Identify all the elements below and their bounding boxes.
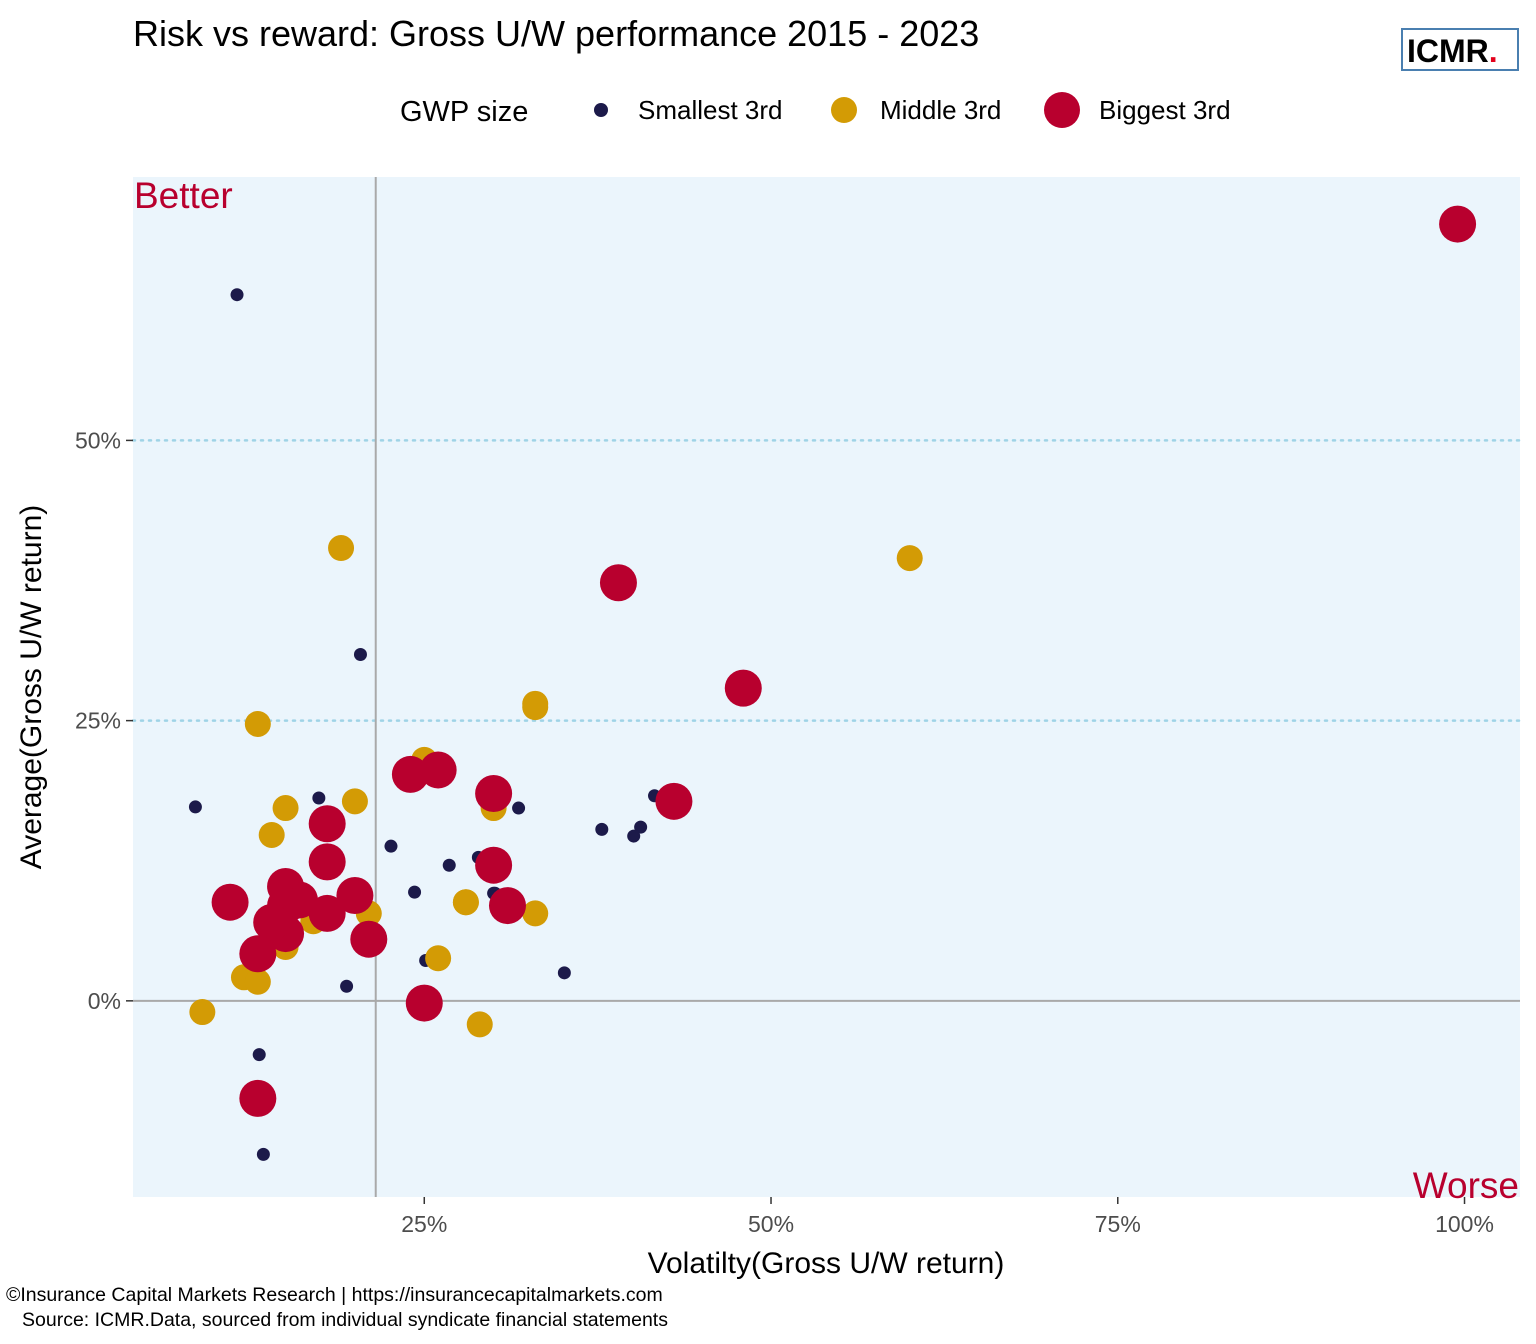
point-biggest-3rd-17 — [239, 935, 277, 973]
chart-title: Risk vs reward: Gross U/W performance 20… — [133, 13, 979, 54]
logo-border — [1401, 28, 1519, 71]
icmr-logo: ICMR. — [1401, 28, 1519, 71]
point-middle-3rd-14 — [244, 968, 271, 995]
point-middle-3rd-20 — [189, 999, 216, 1026]
point-smallest-3rd-20 — [252, 1048, 266, 1062]
point-biggest-3rd-9 — [308, 805, 346, 843]
point-middle-3rd-2 — [244, 710, 271, 737]
legend-swatch-biggest-3rd — [1044, 92, 1080, 128]
point-biggest-3rd-4 — [391, 755, 429, 793]
y-tick-label-2: 50% — [75, 427, 121, 453]
point-middle-3rd-19 — [466, 1011, 493, 1038]
point-biggest-3rd-5 — [419, 751, 457, 789]
point-middle-3rd-11 — [452, 889, 479, 916]
legend-label-biggest-3rd: Biggest 3rd — [1099, 95, 1231, 125]
point-biggest-3rd-2 — [724, 669, 762, 707]
point-biggest-3rd-20 — [350, 920, 388, 958]
x-tick-label-1: 50% — [748, 1211, 794, 1237]
point-biggest-3rd-1 — [599, 564, 637, 602]
point-middle-3rd-6 — [272, 795, 299, 822]
x-tick-label-2: 75% — [1095, 1211, 1141, 1237]
logo-text: ICMR. — [1407, 33, 1498, 69]
point-smallest-3rd-6 — [442, 858, 456, 872]
point-biggest-3rd-12 — [211, 883, 249, 921]
annotation-better: Better — [134, 175, 233, 216]
reference-lines — [133, 177, 1520, 1197]
x-tick-label-3: 100% — [1435, 1211, 1494, 1237]
point-biggest-3rd-6 — [475, 774, 513, 812]
point-biggest-3rd-10 — [308, 843, 346, 881]
data-points — [188, 205, 1477, 1161]
point-smallest-3rd-9 — [512, 801, 526, 815]
point-smallest-3rd-0 — [230, 288, 244, 302]
point-smallest-3rd-2 — [312, 791, 326, 805]
point-biggest-3rd-8 — [488, 887, 526, 925]
point-smallest-3rd-5 — [384, 839, 398, 853]
point-middle-3rd-1 — [896, 545, 923, 572]
annotation-worse: Worse — [1413, 1165, 1519, 1206]
point-biggest-3rd-21 — [405, 984, 443, 1022]
plot-panel — [133, 177, 1520, 1197]
point-biggest-3rd-19 — [308, 894, 346, 932]
point-smallest-3rd-1 — [188, 800, 202, 814]
legend-label-smallest-3rd: Smallest 3rd — [638, 95, 783, 125]
caption-copyright: ©Insurance Capital Markets Research | ht… — [6, 1284, 663, 1306]
point-smallest-3rd-4 — [353, 647, 367, 661]
legend-title: GWP size — [400, 96, 528, 128]
point-biggest-3rd-0 — [1439, 205, 1477, 243]
point-smallest-3rd-12 — [634, 820, 648, 834]
point-smallest-3rd-11 — [595, 822, 609, 836]
x-axis-title: Volatilty(Gross U/W return) — [648, 1247, 1005, 1280]
caption-source: Source: ICMR.Data, sourced from individu… — [22, 1309, 668, 1331]
point-biggest-3rd-7 — [475, 846, 513, 884]
axis-ticks: 25% 50% 75% 100% 0% 25% 50% — [75, 427, 1494, 1237]
legend-swatch-smallest-3rd — [594, 103, 608, 117]
point-biggest-3rd-3 — [655, 782, 693, 820]
point-smallest-3rd-15 — [408, 885, 422, 899]
point-middle-3rd-4 — [522, 694, 549, 721]
y-tick-label-1: 25% — [75, 708, 121, 734]
point-smallest-3rd-19 — [557, 966, 571, 980]
point-middle-3rd-0 — [328, 535, 355, 562]
point-smallest-3rd-17 — [340, 979, 354, 993]
point-biggest-3rd-18 — [336, 876, 374, 914]
point-middle-3rd-12 — [522, 900, 549, 927]
point-biggest-3rd-16 — [253, 903, 291, 941]
legend-label-middle-3rd: Middle 3rd — [880, 95, 1001, 125]
point-smallest-3rd-13 — [627, 829, 641, 843]
y-tick-label-0: 0% — [88, 988, 121, 1014]
point-middle-3rd-7 — [258, 821, 285, 848]
y-axis-title: Average(Gross U/W return) — [15, 505, 48, 870]
legend: GWP size Smallest 3rd Middle 3rd Biggest… — [400, 92, 1231, 128]
legend-swatch-middle-3rd — [831, 97, 857, 123]
x-tick-label-0: 25% — [401, 1211, 447, 1237]
point-smallest-3rd-21 — [256, 1147, 270, 1161]
point-middle-3rd-8 — [341, 788, 368, 815]
point-biggest-3rd-22 — [239, 1079, 277, 1117]
gridlines — [131, 439, 1522, 722]
point-middle-3rd-18 — [425, 945, 452, 972]
